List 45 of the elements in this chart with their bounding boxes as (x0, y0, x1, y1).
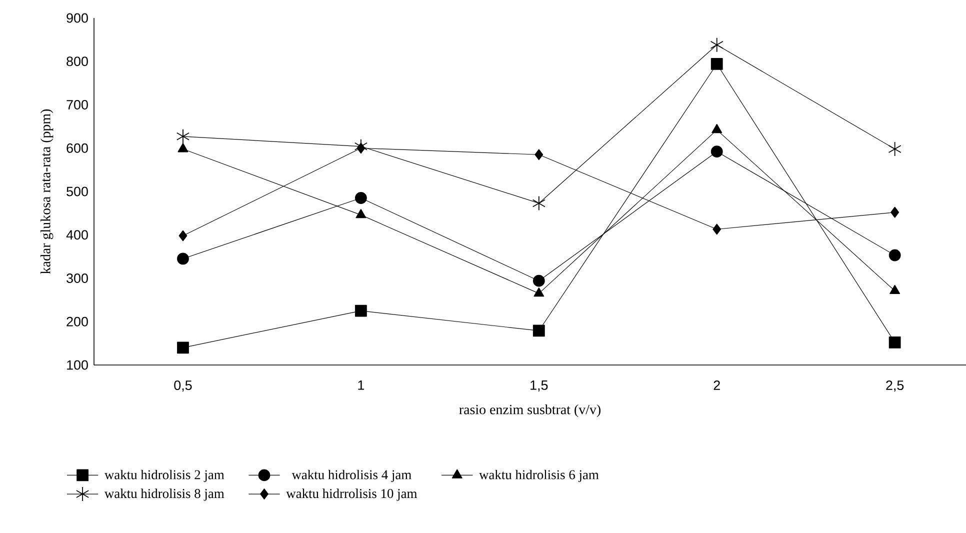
point (710, 58, 723, 70)
y-tick-label: 500 (66, 186, 88, 196)
y-tick-label: 200 (66, 316, 88, 326)
point (532, 196, 546, 211)
point (890, 284, 900, 294)
y-tick-label: 700 (66, 100, 88, 110)
y-tick-label: 800 (66, 56, 88, 66)
y-tick-label: 600 (66, 143, 88, 153)
point (176, 128, 190, 144)
point (354, 304, 367, 317)
point (177, 342, 189, 354)
point (356, 142, 366, 154)
x-tick-label: 1,5 (530, 380, 548, 392)
point (890, 206, 900, 218)
y-tick-label: 300 (66, 273, 88, 284)
point (178, 230, 188, 242)
point (356, 208, 366, 218)
y-axis-title: kadar glukosa rata-rata (ppm) (40, 109, 54, 274)
point (888, 336, 901, 348)
legend-label: waktu hidrolisis 4 jam (292, 470, 412, 482)
point (532, 324, 545, 337)
y-tick-label: 100 (67, 360, 88, 370)
point (712, 224, 722, 235)
point (888, 142, 902, 156)
y-tick-label: 900 (66, 13, 88, 23)
x-tick-label: 1 (358, 380, 364, 390)
legend-label: waktu hidrolisis 2 jam (104, 470, 224, 482)
x-tick-label: 0,5 (174, 380, 192, 392)
point (534, 287, 544, 297)
point (534, 149, 544, 160)
point (710, 146, 723, 158)
point (532, 274, 545, 287)
point (354, 192, 367, 204)
point (712, 124, 722, 134)
legend-label: waktu hidrolisis 8 jam (104, 488, 224, 501)
x-tick-label: 2 (714, 380, 720, 390)
legend-label: waktu hidrolisis 6 jam (479, 470, 599, 482)
x-axis-title: rasio enzim susbtrat (v/v) (459, 404, 600, 418)
point (178, 143, 188, 152)
point (177, 252, 189, 265)
point (888, 249, 901, 262)
x-tick-label: 2,5 (886, 380, 904, 392)
point (710, 37, 724, 52)
legend-label: waktu hidrrolisis 10 jam (286, 488, 418, 501)
y-tick-label: 400 (66, 230, 88, 240)
